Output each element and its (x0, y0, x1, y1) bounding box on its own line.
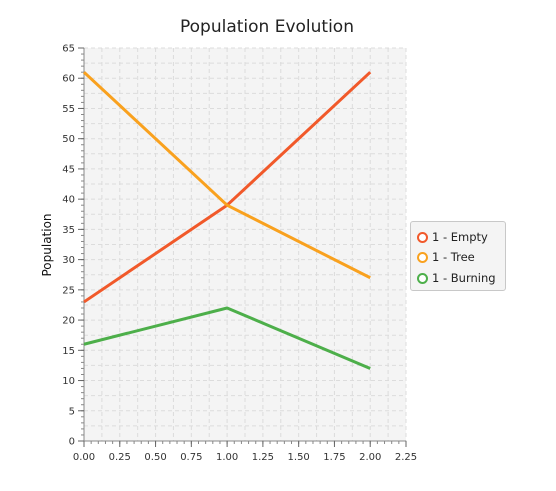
legend-label-tree: 1 - Tree (432, 250, 475, 264)
legend: 1 - Empty 1 - Tree 1 - Burning (410, 221, 506, 291)
x-tick-label: 0.25 (109, 452, 131, 463)
legend-item-burning: 1 - Burning (417, 269, 496, 287)
x-tick-label: 2.25 (395, 452, 417, 463)
x-tick-label: 0.50 (144, 452, 166, 463)
x-tick-label: 2.00 (359, 452, 381, 463)
series-line-1-burning (83, 306, 371, 370)
axes: 0 5 10 15 20 25 30 35 40 45 50 55 60 65 0.00 0.25 0.50 0.… (62, 44, 417, 464)
legend-label-burning: 1 - Burning (432, 271, 496, 285)
y-tick-label: 45 (62, 164, 75, 175)
series-line-1-tree (82, 71, 371, 280)
y-tick-label: 60 (62, 74, 75, 85)
y-axis-label: Population (40, 213, 54, 276)
y-tick-label: 50 (62, 134, 75, 145)
legend-marker-tree (417, 251, 428, 263)
legend-item-empty: 1 - Empty (417, 228, 488, 246)
x-tick-label: 0.00 (73, 452, 95, 463)
series-lines (82, 71, 372, 370)
chart-title: Population Evolution (180, 17, 354, 37)
x-tick-label: 1.50 (288, 452, 310, 463)
legend-item-tree: 1 - Tree (417, 248, 475, 266)
y-tick-label: 10 (62, 376, 75, 387)
legend-label-empty: 1 - Empty (432, 230, 488, 244)
y-tick-label: 35 (62, 225, 75, 236)
y-tick-label: 25 (62, 285, 75, 296)
y-tick-label: 55 (62, 104, 75, 115)
y-tick-label: 0 (69, 437, 75, 448)
legend-marker-burning (417, 272, 428, 284)
y-tick-label: 65 (62, 44, 75, 55)
y-tick-label: 40 (62, 195, 75, 206)
x-tick-label: 1.75 (323, 452, 345, 463)
x-tick-label: 1.00 (216, 452, 238, 463)
y-tick-label: 20 (62, 316, 75, 327)
x-tick-label: 1.25 (252, 452, 274, 463)
y-tick-label: 5 (69, 406, 75, 417)
legend-marker-empty (417, 231, 428, 243)
y-tick-label: 30 (62, 255, 75, 266)
y-tick-label: 15 (62, 346, 75, 357)
x-tick-label: 0.75 (180, 452, 202, 463)
